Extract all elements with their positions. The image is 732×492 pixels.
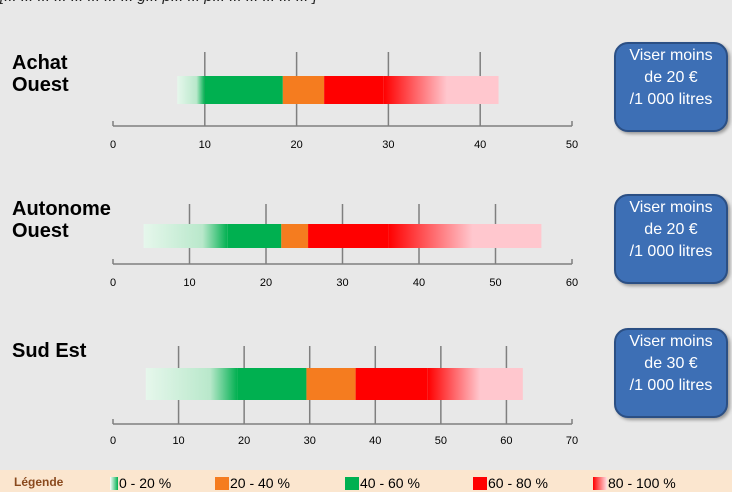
x-tick-label: 0 <box>110 139 116 151</box>
bar-chart-autonome-ouest: 0 10 20 30 40 50 60 <box>110 204 578 289</box>
x-tick-label: 30 <box>382 139 394 151</box>
panel-title: Autonome Ouest <box>12 198 111 242</box>
x-tick-label: 0 <box>110 277 116 289</box>
chart-panel-sud-est: Sud Est 0 10 20 30 40 50 60 70 <box>0 340 605 490</box>
target-line: de 20 € <box>644 69 698 86</box>
bar-segment <box>177 76 205 104</box>
bar-segment <box>143 224 228 248</box>
bar-segment <box>308 224 389 248</box>
legend-item-80-100: 80 - 100 % <box>593 475 676 491</box>
bar-segment <box>324 76 384 104</box>
x-tick-label: 70 <box>566 435 578 447</box>
bar-chart-achat-ouest: 0 10 20 30 40 50 <box>110 52 578 151</box>
bar-segment <box>237 368 307 400</box>
bar-chart-sud-est: 0 10 20 30 40 50 60 70 <box>110 346 578 447</box>
bar-segment <box>355 368 428 400</box>
bar-segment <box>306 368 356 400</box>
x-tick-label: 60 <box>566 277 578 289</box>
x-tick-label: 10 <box>199 139 211 151</box>
legend-swatch <box>345 477 359 490</box>
chart-panel-autonome-ouest: Autonome Ouest 0 10 20 30 40 50 60 <box>0 198 605 348</box>
x-tick-label: 10 <box>172 435 184 447</box>
panel-title: Achat Ouest <box>12 52 69 96</box>
bar-segment <box>145 368 238 400</box>
bar-segment <box>383 76 499 104</box>
legend-swatch <box>110 477 118 490</box>
bar-segment <box>388 224 542 248</box>
target-line: /1 000 litres <box>629 377 713 394</box>
legend-label: 0 - 20 % <box>119 475 172 491</box>
panel-title: Sud Est <box>12 340 87 362</box>
x-tick-label: 20 <box>260 277 272 289</box>
x-tick-label: 40 <box>369 435 381 447</box>
target-line: Viser moins <box>629 199 713 216</box>
target-box-sud-est: Viser moins de 30 € /1 000 litres <box>614 328 728 418</box>
x-tick-label: 50 <box>566 139 578 151</box>
legend-title: Légende <box>14 475 64 489</box>
x-tick-label: 50 <box>489 277 501 289</box>
legend-item-20-40: 20 - 40 % <box>215 475 290 491</box>
legend-label: 20 - 40 % <box>230 475 290 491</box>
x-tick-label: 20 <box>238 435 250 447</box>
legend-swatch <box>473 477 487 490</box>
target-line: Viser moins <box>629 47 713 64</box>
legend: Légende 0 - 20 % 20 - 40 % 40 - 60 % 60 … <box>0 470 732 492</box>
target-box-achat-ouest: Viser moins de 20 € /1 000 litres <box>614 42 728 132</box>
target-line: /1 000 litres <box>629 91 713 108</box>
target-box-autonome-ouest: Viser moins de 20 € /1 000 litres <box>614 194 728 284</box>
legend-label: 40 - 60 % <box>360 475 420 491</box>
target-line: de 30 € <box>644 355 698 372</box>
bar-segment <box>204 76 283 104</box>
x-tick-label: 50 <box>435 435 447 447</box>
legend-item-40-60: 40 - 60 % <box>345 475 420 491</box>
legend-label: 80 - 100 % <box>608 475 676 491</box>
bar-segment <box>227 224 282 248</box>
chart-panel-achat-ouest: Achat Ouest 0 10 20 30 40 50 <box>0 52 605 202</box>
top-caption: [... ... ... ... ... ... ... ... g... p.… <box>0 0 732 10</box>
target-line: de 20 € <box>644 221 698 238</box>
legend-item-0-20: 0 - 20 % <box>110 475 171 491</box>
x-tick-label: 20 <box>290 139 302 151</box>
bar-segment <box>427 368 523 400</box>
x-tick-label: 40 <box>474 139 486 151</box>
legend-item-60-80: 60 - 80 % <box>473 475 548 491</box>
target-line: /1 000 litres <box>629 243 713 260</box>
target-line: Viser moins <box>629 333 713 350</box>
x-tick-label: 30 <box>304 435 316 447</box>
legend-swatch <box>593 477 607 490</box>
x-tick-label: 10 <box>183 277 195 289</box>
bar-segment <box>281 224 309 248</box>
x-tick-label: 30 <box>336 277 348 289</box>
x-tick-label: 0 <box>110 435 116 447</box>
legend-swatch <box>215 477 229 490</box>
x-tick-label: 60 <box>500 435 512 447</box>
x-tick-label: 40 <box>413 277 425 289</box>
legend-label: 60 - 80 % <box>488 475 548 491</box>
bar-segment <box>282 76 325 104</box>
